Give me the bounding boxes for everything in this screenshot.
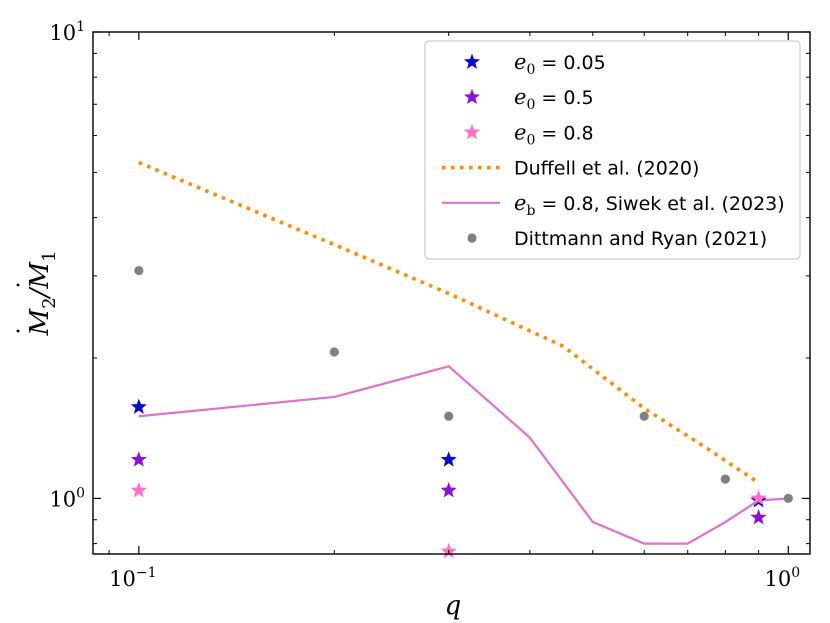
axes-frame [92, 31, 811, 555]
data-point [720, 474, 730, 484]
series-line-3 [138, 160, 760, 485]
x-axis-label: q [445, 591, 462, 621]
y-axis-label-text: M2/M1 [25, 251, 60, 337]
legend-marker [463, 88, 481, 105]
legend-marker [463, 53, 481, 69]
data-point [134, 265, 144, 276]
legend-marker-0 [463, 53, 481, 69]
data-point [329, 347, 339, 357]
series-3 [138, 160, 760, 485]
legend-label-2: e0 = 0.8 [514, 120, 594, 148]
legend-marker [467, 233, 477, 243]
data-point [130, 451, 147, 467]
y-label-dot-2: · [7, 282, 32, 289]
y-tick-label: 100 [49, 485, 85, 511]
series-1 [130, 451, 767, 525]
data-point [783, 493, 793, 504]
series-4 [138, 365, 789, 545]
data-point [440, 451, 457, 467]
legend-marker-2 [463, 123, 481, 140]
data-point [639, 411, 649, 421]
series-line-4 [138, 365, 789, 545]
x-tick-label: 100 [764, 565, 800, 591]
legend-label-3: Duffell et al. (2020) [514, 158, 699, 180]
legend-label-4: eb = 0.8, Siwek et al. (2023) [514, 191, 785, 219]
legend-marker [463, 123, 481, 140]
y-axis-label: M2/M1 · · [7, 251, 60, 337]
data-point [130, 481, 147, 498]
y-tick-label: 101 [49, 19, 85, 45]
plot-area [130, 160, 793, 559]
data-point [444, 411, 454, 421]
legend: e0 = 0.05 e0 = 0.5 e0 = 0.8 Duffell et al. … [424, 40, 801, 260]
legend-label-1: e0 = 0.5 [514, 85, 594, 113]
data-point [750, 489, 767, 506]
x-axis-label-text: q [445, 591, 462, 621]
y-label-dot-1: · [7, 328, 32, 335]
legend-box [424, 40, 801, 260]
data-point [440, 481, 457, 498]
x-tick-label: 10−1 [109, 565, 156, 591]
legend-marker-5 [467, 233, 477, 243]
legend-label-5: Dittmann and Ryan (2021) [514, 228, 767, 250]
legend-label-0: e0 = 0.05 [514, 50, 606, 78]
data-point [750, 509, 767, 525]
axis-ticks: 10−1 100 100 101 [49, 19, 810, 591]
legend-marker-1 [463, 88, 481, 105]
series-5 [134, 265, 793, 504]
data-point [130, 398, 147, 414]
